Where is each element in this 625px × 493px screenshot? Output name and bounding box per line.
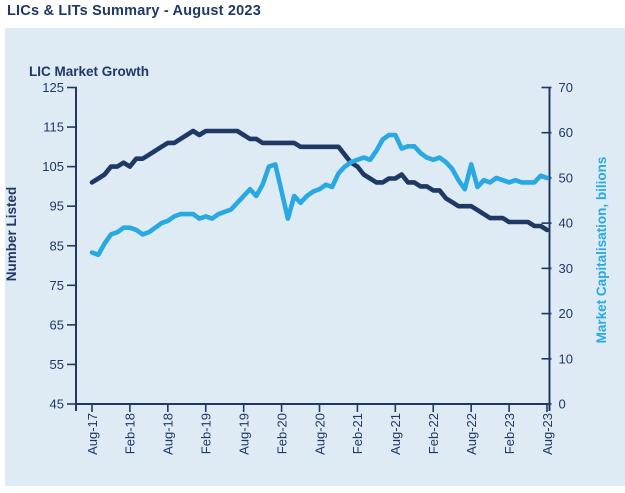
x-axis-tick-label: Feb-22: [426, 413, 441, 454]
right-axis-tick-label: 0: [559, 397, 566, 412]
report-title: LICs & LITs Summary - August 2023: [7, 3, 261, 19]
right-axis-tick-label: 50: [559, 170, 573, 185]
x-axis-tick-label: Feb-18: [123, 413, 138, 454]
left-axis-tick-label: 125: [42, 80, 64, 95]
x-axis-tick-label: Aug-17: [85, 413, 100, 455]
x-axis-tick-label: Feb-19: [199, 413, 214, 454]
left-axis-tick-label: 115: [43, 120, 64, 135]
left-axis-tick-label: 65: [50, 317, 64, 332]
left-axis-tick-label: 55: [50, 357, 64, 372]
chart-title: LIC Market Growth: [29, 64, 150, 79]
number-listed-line: [89, 128, 550, 233]
x-axis-tick-label: Aug-21: [388, 413, 403, 455]
right-axis-tick-label: 30: [559, 261, 573, 276]
left-axis-tick-label: 75: [50, 278, 64, 293]
x-axis-tick-label: Feb-20: [274, 413, 289, 454]
right-axis-tick-label: 40: [559, 216, 573, 231]
chart-panel: LIC Market Growth: [5, 28, 625, 486]
right-axis-tick-label: 10: [559, 351, 573, 366]
market-capitalisation-line: [89, 132, 550, 258]
x-axis-tick-label: Aug-22: [464, 413, 479, 455]
left-axis-tick-label: 45: [50, 397, 64, 412]
left-axis-tick-label: 85: [50, 238, 64, 253]
left-axis-tick-label: 95: [50, 199, 64, 214]
left-axis-tick-label: 105: [42, 159, 64, 174]
x-axis-tick-label: Aug-19: [236, 413, 251, 455]
right-axis-tick-label: 20: [559, 306, 573, 321]
right-axis-tick-label: 70: [559, 80, 573, 95]
left-axis-title: Number Listed: [4, 187, 19, 282]
right-axis-title: Market Capitalisation, bilions: [594, 157, 609, 344]
right-axis-tick-label: 60: [559, 125, 573, 140]
x-axis-tick-label: Aug-20: [312, 413, 327, 455]
x-axis-tick-label: Feb-23: [502, 413, 517, 454]
x-axis-tick-label: Aug-23: [540, 413, 555, 455]
x-axis-tick-label: Aug-18: [161, 413, 176, 455]
x-axis-tick-label: Feb-21: [350, 413, 365, 454]
